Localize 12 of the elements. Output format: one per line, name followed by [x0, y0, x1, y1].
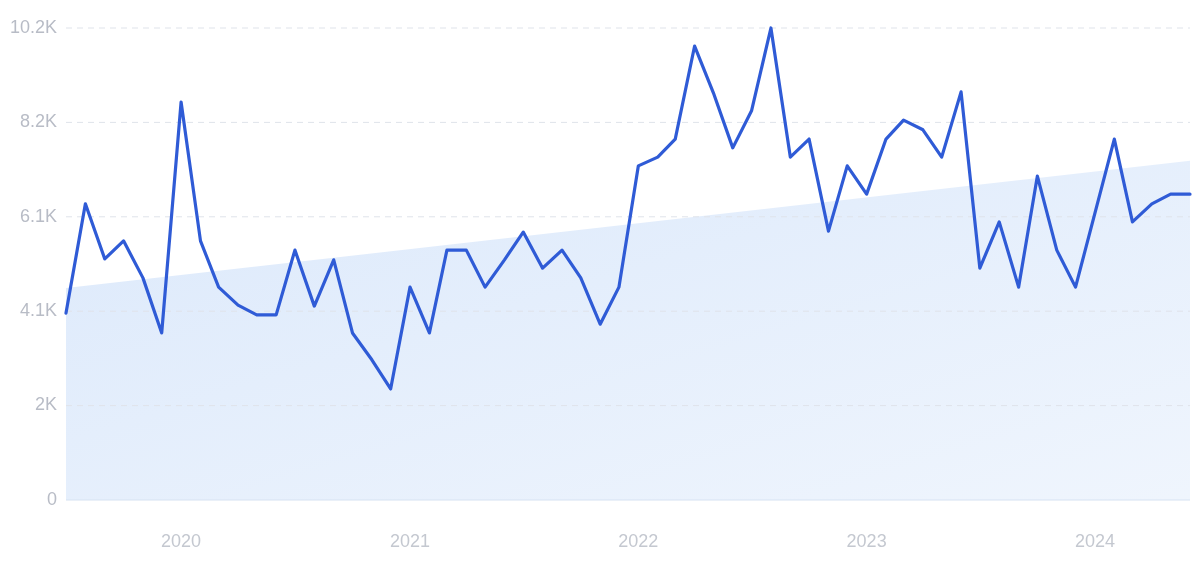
x-tick-label: 2020 — [161, 531, 202, 551]
y-tick-label: 4.1K — [19, 299, 57, 320]
x-tick-label: 2022 — [618, 531, 659, 551]
x-tick-label: 2021 — [389, 531, 431, 551]
y-tick-label: 6.1K — [19, 205, 57, 226]
line-series — [64, 26, 1192, 391]
y-tick-label: 8.2K — [19, 111, 57, 132]
x-tick-label: 2024 — [1074, 531, 1115, 551]
y-tick-label: 10.2K — [9, 16, 57, 37]
y-tick-label: 0 — [46, 488, 57, 509]
y-tick-label: 2K — [34, 394, 57, 415]
x-tick-label: 2023 — [846, 531, 887, 551]
